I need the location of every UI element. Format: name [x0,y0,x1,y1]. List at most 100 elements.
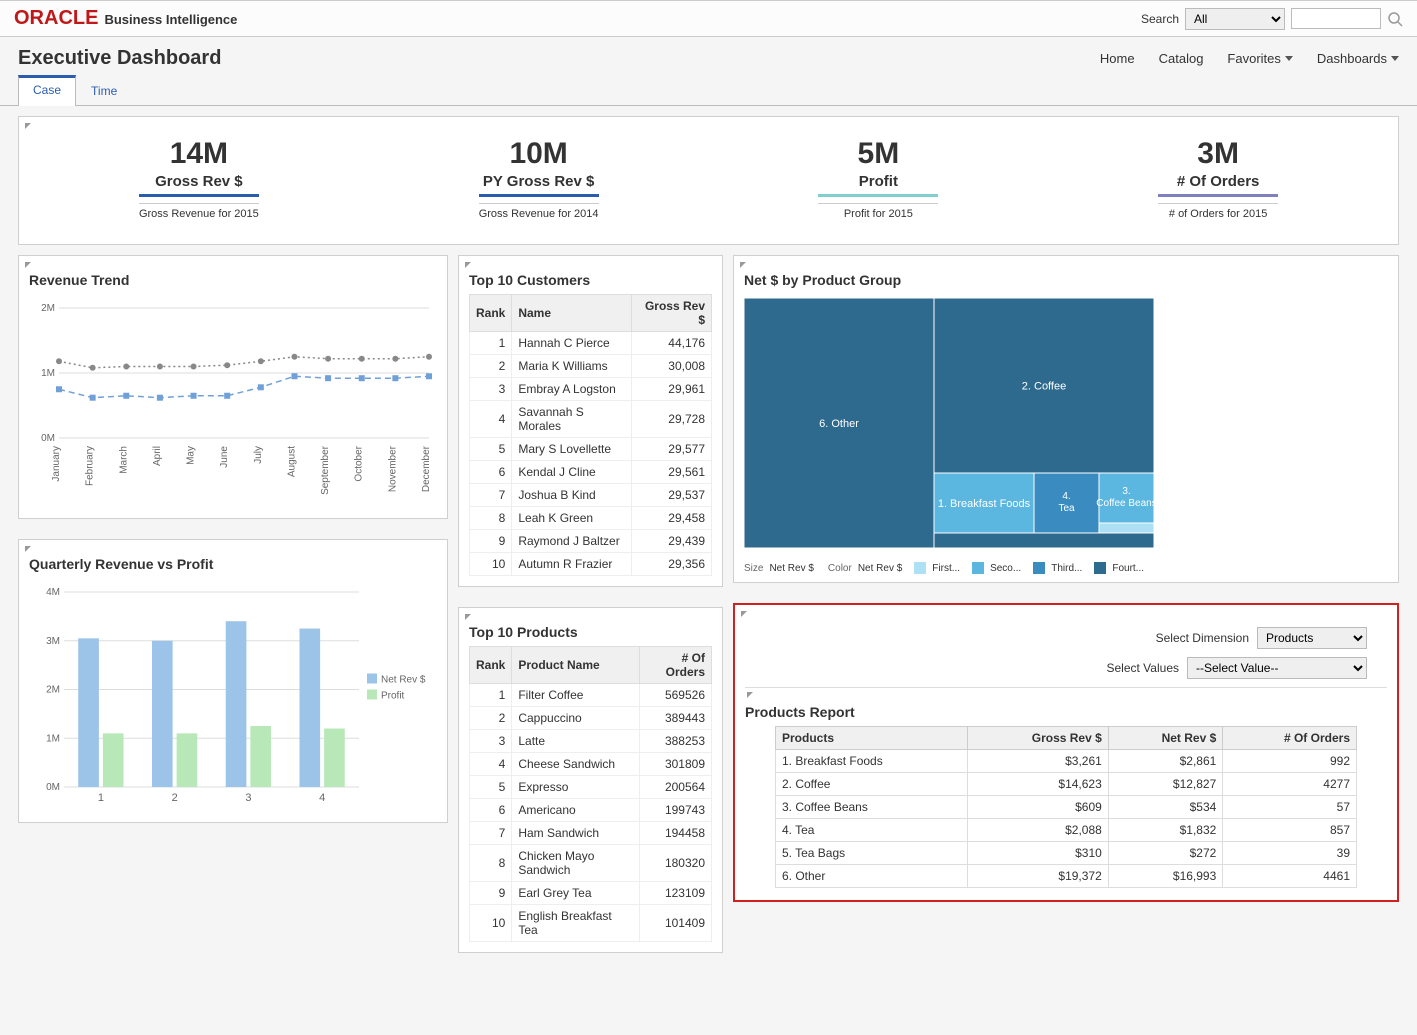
quarterly-panel: Quarterly Revenue vs Profit 0M1M2M3M4M12… [18,539,448,823]
kpi-tile: 3M # Of Orders # of Orders for 2015 [1158,137,1278,220]
table-row[interactable]: 4. Tea$2,088$1,832857 [776,819,1357,842]
svg-text:December: December [421,445,432,492]
table-row[interactable]: 5. Tea Bags$310$27239 [776,842,1357,865]
svg-text:2M: 2M [46,685,60,696]
table-row[interactable]: 1. Breakfast Foods$3,261$2,861992 [776,750,1357,773]
table-row[interactable]: 3. Coffee Beans$609$53457 [776,796,1357,819]
logo: ORACLE Business Intelligence [14,7,237,30]
table-row[interactable]: 9Earl Grey Tea123109 [470,882,712,905]
svg-text:Net Rev $: Net Rev $ [381,675,426,686]
treemap-title: Net $ by Product Group [734,256,1398,294]
tab-case[interactable]: Case [18,75,76,106]
kpi-tile: 5M Profit Profit for 2015 [818,137,938,220]
kpi-label: Gross Rev $ [139,173,259,197]
svg-text:1M: 1M [41,368,55,379]
search-area: Search All [1141,8,1403,30]
nav-favorites-label: Favorites [1227,51,1280,66]
table-row[interactable]: 10English Breakfast Tea101409 [470,905,712,942]
svg-text:1: 1 [98,792,104,804]
collapse-icon[interactable] [465,262,471,268]
treemap-panel: Net $ by Product Group 6. Other 2. Coffee… [733,255,1399,583]
revenue-trend-chart: 0M1M2MJanuaryFebruaryMarchAprilMayJuneJu… [29,298,439,508]
treemap-chart: 6. Other2. Coffee1. Breakfast Foods4.Tea… [744,298,1154,548]
treemap-legend: SizeNet Rev $ ColorNet Rev $First...Seco… [734,558,1398,582]
svg-text:1. Breakfast Foods: 1. Breakfast Foods [938,498,1031,510]
chevron-down-icon [1391,56,1399,61]
table-row[interactable]: 2Cappuccino389443 [470,707,712,730]
kpi-sub: Gross Revenue for 2015 [139,203,259,220]
top-products-title: Top 10 Products [459,608,722,646]
select-values-label: Select Values [1107,661,1180,675]
header-row: Executive Dashboard Home Catalog Favorit… [0,37,1417,74]
table-row[interactable]: 10Autumn R Frazier29,356 [470,553,712,576]
top-products-table: RankProduct Name# Of Orders1Filter Coffe… [469,646,712,942]
svg-text:July: July [253,446,264,464]
nav-dashboards-label: Dashboards [1317,51,1387,66]
table-row[interactable]: 4Cheese Sandwich301809 [470,753,712,776]
tab-time[interactable]: Time [76,75,132,106]
svg-text:6. Other: 6. Other [819,418,859,430]
svg-text:Profit: Profit [381,691,405,702]
svg-text:3: 3 [245,792,251,804]
svg-text:January: January [51,446,62,482]
top-bar: ORACLE Business Intelligence Search All [0,0,1417,37]
top-customers-title: Top 10 Customers [459,256,722,294]
collapse-icon[interactable] [25,123,31,129]
table-row[interactable]: 3Embray A Logston29,961 [470,378,712,401]
collapse-icon[interactable] [740,262,746,268]
kpi-value: 10M [479,137,599,171]
search-scope-select[interactable]: All [1185,8,1285,30]
table-row[interactable]: 6Kendal J Cline29,561 [470,461,712,484]
collapse-icon[interactable] [25,546,31,552]
brand-suffix: Business Intelligence [104,12,237,27]
svg-text:February: February [85,446,96,486]
table-row[interactable]: 3Latte388253 [470,730,712,753]
kpi-label: Profit [818,173,938,197]
table-row[interactable]: 6. Other$19,372$16,9934461 [776,865,1357,888]
svg-text:October: October [354,445,365,481]
top-products-panel: Top 10 Products RankProduct Name# Of Ord… [458,607,723,953]
nav-favorites[interactable]: Favorites [1227,51,1292,66]
table-row[interactable]: 8Chicken Mayo Sandwich180320 [470,845,712,882]
table-row[interactable]: 7Joshua B Kind29,537 [470,484,712,507]
svg-text:0M: 0M [46,782,60,793]
kpi-label: PY Gross Rev $ [479,173,599,197]
collapse-icon[interactable] [741,611,747,617]
collapse-icon[interactable] [25,262,31,268]
collapse-icon[interactable] [465,614,471,620]
chevron-down-icon [1285,56,1293,61]
table-row[interactable]: 1Hannah C Pierce44,176 [470,332,712,355]
kpi-tile: 14M Gross Rev $ Gross Revenue for 2015 [139,137,259,220]
table-row[interactable]: 2Maria K Williams30,008 [470,355,712,378]
kpi-value: 3M [1158,137,1278,171]
table-row[interactable]: 9Raymond J Baltzer29,439 [470,530,712,553]
svg-text:March: March [118,446,129,474]
table-row[interactable]: 1Filter Coffee569526 [470,684,712,707]
select-values[interactable]: --Select Value-- [1187,657,1367,679]
search-input[interactable] [1291,8,1381,29]
nav-catalog[interactable]: Catalog [1159,51,1204,66]
collapse-icon[interactable] [747,692,753,698]
table-row[interactable]: 8Leah K Green29,458 [470,507,712,530]
table-row[interactable]: 5Expresso200564 [470,776,712,799]
svg-text:2. Coffee: 2. Coffee [1022,381,1066,393]
quarterly-chart: 0M1M2M3M4M1234Net Rev $Profit [29,582,439,812]
search-icon[interactable] [1387,11,1403,27]
table-row[interactable]: 5Mary S Lovellette29,577 [470,438,712,461]
select-dimension-label: Select Dimension [1156,631,1249,645]
table-row[interactable]: 4Savannah S Morales29,728 [470,401,712,438]
table-row[interactable]: 2. Coffee$14,623$12,8274277 [776,773,1357,796]
search-label: Search [1141,12,1179,26]
table-row[interactable]: 6Americano199743 [470,799,712,822]
products-report-title: Products Report [735,698,1397,726]
nav-links: Home Catalog Favorites Dashboards [1100,51,1399,66]
kpi-panel: 14M Gross Rev $ Gross Revenue for 2015 10… [18,116,1399,245]
select-dimension[interactable]: Products [1257,627,1367,649]
nav-home[interactable]: Home [1100,51,1135,66]
kpi-value: 5M [818,137,938,171]
table-row[interactable]: 7Ham Sandwich194458 [470,822,712,845]
revenue-trend-title: Revenue Trend [19,256,447,294]
top-customers-table: RankNameGross Rev $1Hannah C Pierce44,17… [469,294,712,576]
quarterly-title: Quarterly Revenue vs Profit [19,540,447,578]
nav-dashboards[interactable]: Dashboards [1317,51,1399,66]
